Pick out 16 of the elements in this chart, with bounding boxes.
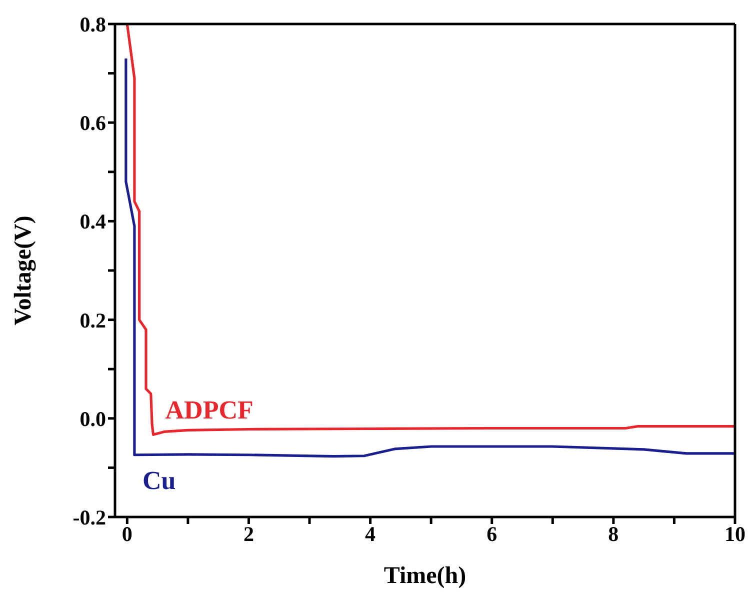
x-tick-label: 4 [365, 522, 376, 546]
series-label: ADPCF [165, 396, 254, 425]
y-tick-label: 0.6 [80, 111, 106, 136]
x-tick-label: 0 [122, 522, 132, 546]
y-tick-label: 0.0 [80, 406, 106, 431]
x-axis-title: Time(h) [384, 563, 466, 589]
y-tick-label: 0.8 [80, 12, 106, 36]
x-tick-label: 10 [724, 522, 746, 546]
x-tick-label: 8 [608, 522, 619, 546]
y-tick-label: 0.4 [80, 210, 106, 234]
y-axis-title: Voltage(V) [10, 216, 37, 326]
x-tick-label: 6 [486, 522, 498, 546]
y-tick-label: 0.2 [80, 308, 106, 332]
series-label: Cu [142, 466, 176, 495]
y-tick-label: -0.2 [72, 505, 106, 530]
x-tick-label: 2 [243, 522, 254, 546]
